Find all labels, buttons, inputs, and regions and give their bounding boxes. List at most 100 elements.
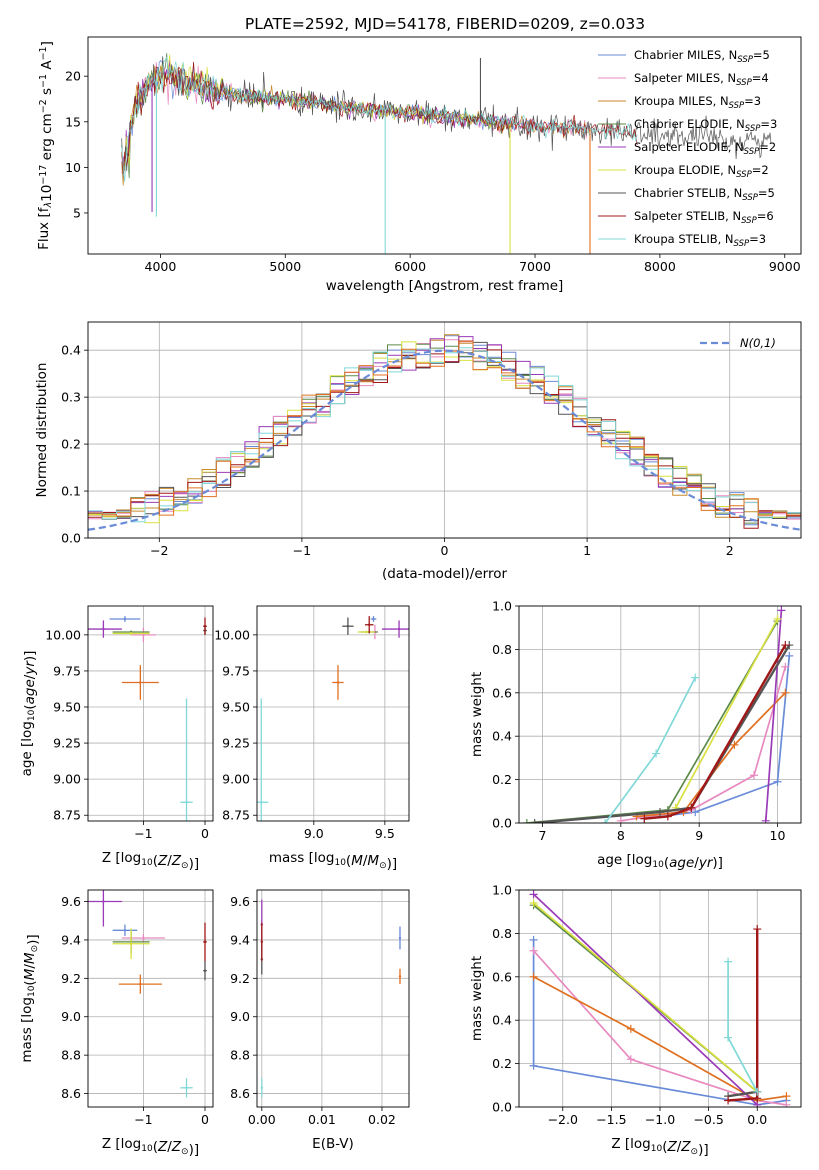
y-tick-label: 0.2 <box>61 437 81 452</box>
mass-vs-ebv-panel: 0.00 0.01 0.02 8.6 8.8 9.0 9.2 9.4 9.6 E(B-V) <box>230 889 410 1152</box>
legend-entry: Salpeter STELIB, NSSP=6 <box>634 209 774 226</box>
spectrum-xlabel: wavelength [Angstrom, rest frame] <box>326 278 564 294</box>
y-tick-label: 9.25 <box>222 736 250 751</box>
x-tick-label: 6000 <box>394 259 426 274</box>
legend-entry: Salpeter MILES, NSSP=4 <box>634 71 769 88</box>
histogram-orange <box>88 340 801 519</box>
weight-line-kroupa-elodie <box>533 902 758 1093</box>
axes-frame <box>87 605 214 822</box>
y-tick-label: 0.0 <box>492 1100 512 1115</box>
axes-frame <box>87 36 802 255</box>
weight-marker <box>522 819 531 823</box>
data-point <box>185 801 188 804</box>
y-tick-label: 1.0 <box>492 883 512 898</box>
data-point <box>102 627 105 631</box>
weight-marker <box>773 777 782 786</box>
data-point <box>123 617 127 621</box>
x-tick-label: 9.0 <box>304 826 324 841</box>
y-tick-label: 9.0 <box>61 1009 81 1024</box>
legend-entry: Kroupa MILES, NSSP=3 <box>634 94 761 111</box>
weight-marker <box>773 615 782 624</box>
y-tick-label: 0.4 <box>61 343 81 358</box>
y-tick-label: 9.50 <box>53 700 81 715</box>
data-point <box>129 632 133 635</box>
y-tick-label: 5 <box>73 205 81 220</box>
data-point <box>123 929 127 932</box>
x-tick-label: 9000 <box>769 259 801 274</box>
x-tick-label: 8000 <box>644 259 676 274</box>
weight-marker <box>529 946 538 955</box>
data-point <box>372 617 375 621</box>
y-tick-label: 9.00 <box>222 772 250 787</box>
spectrum-ylabel: Flux [fλ10−17 erg cm−2 s−1 A−1] <box>36 41 55 250</box>
x-tick-label: 4000 <box>145 259 177 274</box>
x-tick-label: 0 <box>441 543 449 558</box>
weight-line-kroupa-elodie <box>674 618 779 809</box>
age-vs-mass-xlabel: mass [log10(M/M⊙)] <box>269 850 397 872</box>
residuals-xlabel: (data-model)/error <box>382 566 508 582</box>
data-point <box>398 936 402 940</box>
x-tick-label: −1 <box>293 543 311 558</box>
weight-line-salpeter-stelib <box>728 929 759 1102</box>
weight-marker <box>781 641 790 650</box>
y-tick-label: 0.4 <box>492 729 512 744</box>
data-point <box>129 942 133 945</box>
y-tick-label: 0.2 <box>492 772 512 787</box>
axes-frame <box>87 889 214 1108</box>
weight-vs-Z-xlabel: Z [log10(Z/Z⊙)] <box>611 1136 708 1158</box>
legend-entry: Chabrier STELIB, NSSP=5 <box>634 186 775 203</box>
x-tick-label: 7000 <box>519 259 551 274</box>
y-tick-label: 0.4 <box>492 1013 512 1028</box>
y-tick-label: 9.75 <box>222 663 250 678</box>
legend-entry: Kroupa STELIB, NSSP=3 <box>634 232 766 249</box>
data-point <box>365 630 368 634</box>
weight-marker <box>782 1092 791 1101</box>
normal-curve <box>88 349 801 531</box>
weight-line-kroupa-stelib <box>604 677 696 823</box>
weight-vs-age-panel: 7 8 9 10 0.0 0.2 0.4 0.6 0.8 1.0 age [log10(age/yr… <box>469 599 802 871</box>
axes-frame <box>256 605 410 822</box>
x-tick-label: −0.5 <box>693 1112 723 1127</box>
data-point <box>260 801 263 804</box>
weight-marker <box>656 808 664 817</box>
weight-line-salpeter-elodie <box>533 893 758 1106</box>
weight-marker <box>782 1100 791 1107</box>
x-tick-label: 9.5 <box>375 826 395 841</box>
mass-vs-Z-ylabel: mass [log10(M/M⊙)] <box>19 934 41 1062</box>
x-tick-label: 0.0 <box>747 1112 767 1127</box>
axes-frame <box>256 889 410 1108</box>
data-point <box>203 969 207 972</box>
data-point <box>102 900 105 903</box>
x-tick-label: 7 <box>539 828 547 843</box>
mass-vs-Z-panel: −1 0 8.6 8.8 9.0 9.2 9.4 9.6 Z [log10(Z/Z⊙)] mass… <box>19 889 214 1158</box>
y-tick-label: 0.0 <box>492 816 512 831</box>
age-vs-Z-ylabel: age [log10(age/yr)] <box>19 651 38 777</box>
x-tick-label: −1 <box>134 826 152 841</box>
data-point <box>398 975 402 978</box>
y-tick-label: 20 <box>65 69 81 84</box>
x-tick-label: −1.0 <box>645 1112 675 1127</box>
weight-marker <box>529 899 538 908</box>
weight-marker <box>530 819 539 823</box>
weight-line-orange <box>636 692 786 818</box>
data-point <box>142 633 145 637</box>
legend-entry: Chabrier MILES, NSSP=5 <box>634 48 770 65</box>
x-tick-label: 8 <box>617 828 625 843</box>
axes-frame <box>87 321 802 539</box>
legend-entry: Chabrier ELODIE, NSSP=3 <box>634 117 777 134</box>
residuals-panel: −2 −1 0 1 2 0.0 0.1 0.2 0.3 0.4 (data-model)/error… <box>34 321 802 582</box>
weight-line-kroupa-stelib <box>727 961 758 1093</box>
x-tick-label: 10 <box>770 828 786 843</box>
x-tick-label: 9 <box>695 828 703 843</box>
data-point <box>397 627 401 631</box>
weight-marker <box>529 972 538 981</box>
age-vs-mass-panel: 9.0 9.5 8.75 9.00 9.25 9.50 9.75 10.00 mass [log… <box>214 605 410 872</box>
y-tick-label: 8.8 <box>230 1048 250 1063</box>
x-tick-label: 0.01 <box>308 1112 336 1127</box>
y-tick-label: 9.00 <box>53 772 81 787</box>
y-tick-label: 0.6 <box>492 685 512 700</box>
data-point <box>203 940 207 944</box>
x-tick-label: 0 <box>201 826 209 841</box>
weight-marker <box>529 890 538 899</box>
